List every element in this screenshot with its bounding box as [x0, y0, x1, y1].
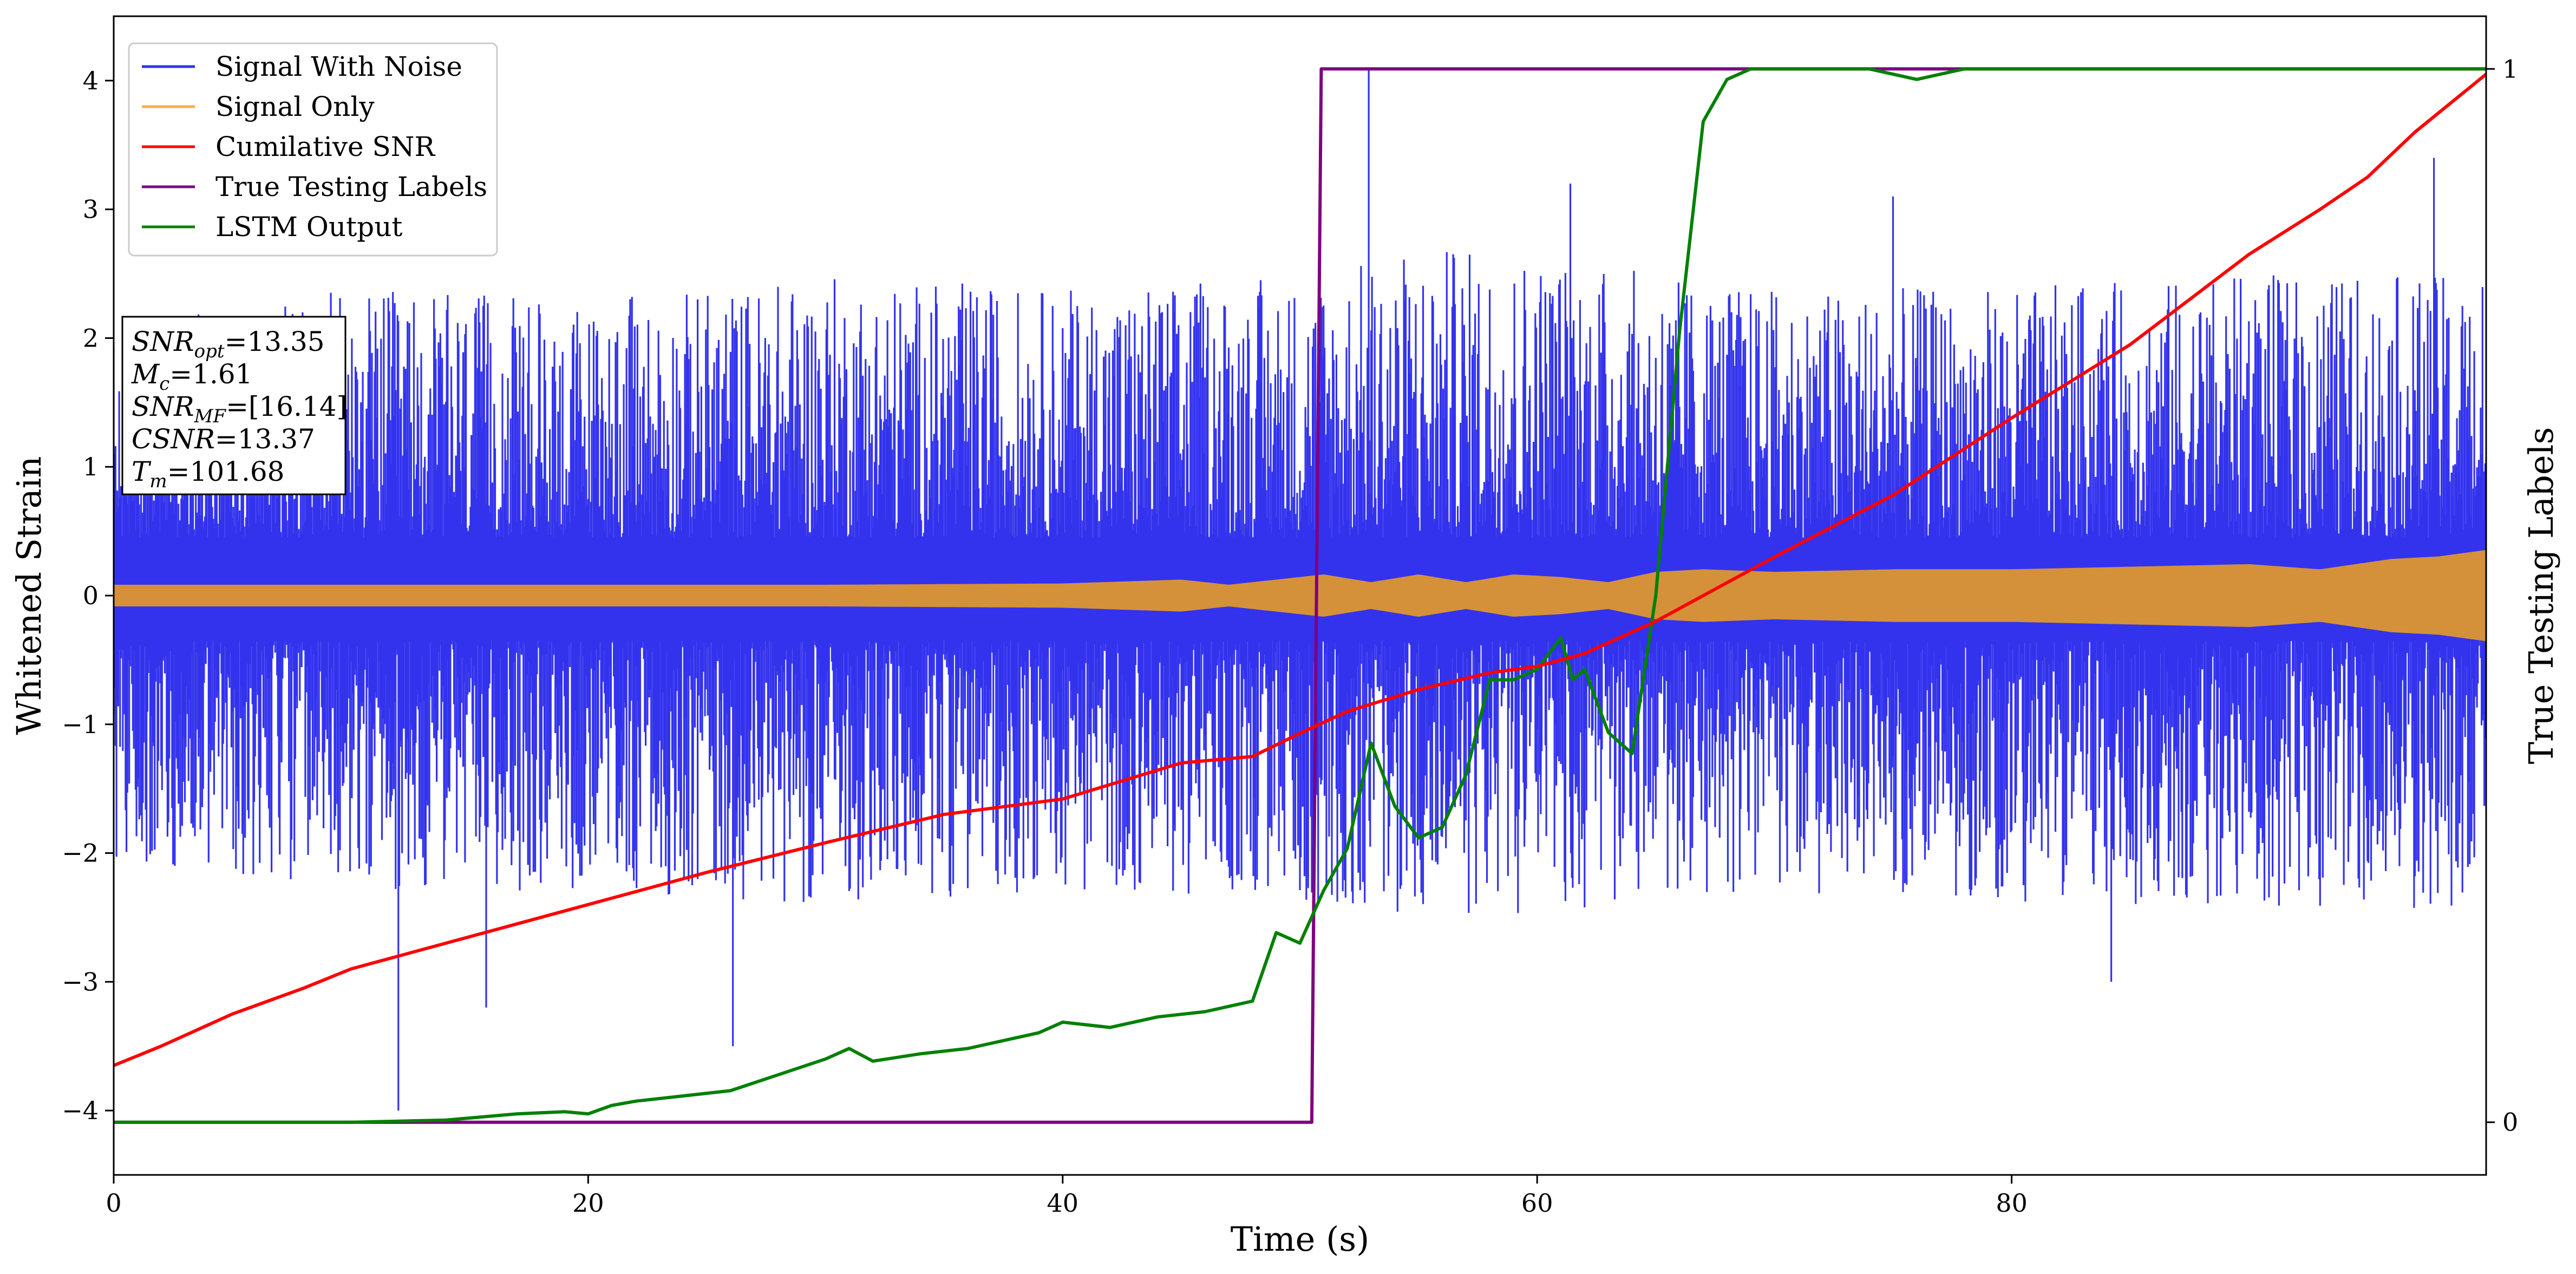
y-tick-label: −1: [62, 710, 99, 739]
y-tick-label: 4: [83, 66, 99, 95]
series-true-testing-labels: [114, 67, 2486, 1124]
y-axis-left: −4 −3 −2 −1 0 1 2 3 4: [62, 66, 114, 1125]
y-tick-label: −4: [62, 1096, 99, 1125]
series-lines: [114, 67, 2486, 1124]
legend-label: Cumilative SNR: [215, 131, 435, 162]
x-tick-label: 40: [1047, 1188, 1079, 1218]
annotation-line: Tm=101.68: [132, 456, 284, 492]
x-axis: 0 20 40 60 80: [106, 1175, 2028, 1218]
annotation-line: SNRopt=13.35: [132, 326, 325, 362]
x-tick-label: 80: [1996, 1188, 2028, 1218]
x-axis-title: Time (s): [1231, 1219, 1370, 1259]
y-tick-label: 3: [83, 195, 99, 224]
x-tick-label: 20: [572, 1188, 604, 1218]
y2-tick-label: 0: [2502, 1108, 2518, 1137]
y-tick-label: 0: [83, 581, 99, 610]
y2-axis-title: True Testing Labels: [2521, 427, 2561, 765]
annotation-frame: [121, 316, 346, 495]
legend-label: Signal With Noise: [215, 51, 462, 82]
legend: Signal With Noise Signal Only Cumilative S…: [128, 42, 498, 257]
y-tick-label: −2: [62, 839, 99, 868]
legend-label: True Testing Labels: [215, 171, 487, 202]
series-signal-only: [114, 550, 2486, 642]
annotation-box: SNRopt=13.35Mc=1.61SNRMF=[16.14]CSNR=13.…: [121, 316, 347, 495]
x-tick-label: 0: [106, 1188, 121, 1218]
y2-tick-label: 1: [2502, 54, 2518, 83]
plot-area: [114, 67, 2486, 1124]
annotation-line: CSNR=13.37: [132, 423, 315, 455]
y-tick-label: −3: [62, 967, 99, 996]
series-signal-only-band: [114, 550, 2486, 642]
legend-label: Signal Only: [215, 91, 375, 122]
legend-label: LSTM Output: [215, 211, 402, 243]
legend-box: [128, 42, 498, 257]
series-cumilative-snr: [114, 73, 2486, 1067]
series-lstm-output: [114, 67, 2486, 1124]
annotation-line: SNRMF=[16.14]: [132, 391, 347, 427]
y-tick-label: 1: [83, 452, 99, 481]
y-axis-title: Whitened Strain: [9, 456, 49, 735]
y-tick-label: 2: [83, 323, 99, 352]
y-axis-right: 01: [2486, 54, 2518, 1137]
annotation-line: Mc=1.61: [131, 358, 252, 395]
x-tick-label: 60: [1521, 1188, 1553, 1218]
